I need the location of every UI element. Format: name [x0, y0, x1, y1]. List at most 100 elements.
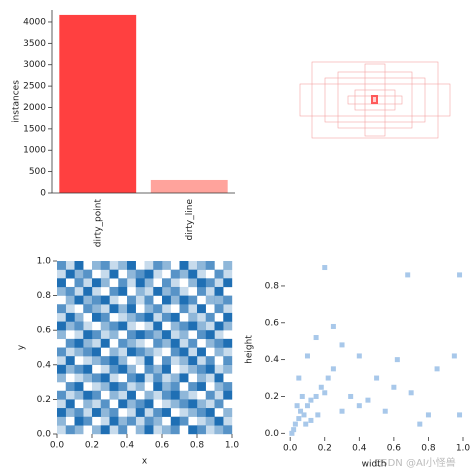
heat-cell	[223, 382, 233, 391]
heat-cell	[153, 408, 163, 417]
y-tick-label: 0	[40, 189, 46, 199]
heat-cell	[109, 356, 119, 365]
heat-cell	[118, 261, 128, 270]
heat-cell	[197, 286, 206, 296]
heat-cell	[144, 261, 154, 270]
heat-cell	[223, 364, 233, 374]
heat-cell	[197, 304, 206, 314]
heat-cell	[65, 304, 75, 314]
heat-cell	[205, 416, 215, 426]
heat-cell	[57, 416, 66, 426]
point	[405, 272, 411, 278]
heat-cell	[188, 356, 198, 365]
heat-cell	[223, 295, 233, 305]
heat-cell	[135, 416, 145, 426]
heat-cell	[127, 356, 136, 365]
heat-cell	[214, 390, 224, 400]
heat-cell	[188, 261, 198, 270]
x-tick-label: 0.8	[421, 444, 436, 454]
heat-cell	[127, 390, 136, 400]
heat-cell	[214, 382, 224, 391]
point	[425, 412, 431, 418]
heat-cell	[144, 390, 154, 400]
x-tick-label: 0.4	[352, 444, 367, 454]
heat-cell	[100, 312, 110, 322]
watermark: CSDN @AI小怪兽	[374, 456, 455, 469]
heat-cell	[188, 390, 198, 400]
heat-cell	[197, 347, 206, 357]
heat-cell	[135, 399, 145, 409]
heat-cell	[162, 373, 171, 383]
heat-cell	[110, 399, 119, 408]
heat-cell	[100, 356, 110, 365]
heat-cell	[118, 382, 128, 391]
heat-cell	[197, 391, 206, 400]
heat-cell	[197, 364, 206, 374]
heat-cell	[57, 296, 66, 305]
heat-cell	[197, 425, 206, 435]
heat-cell	[205, 286, 215, 296]
heat-cell	[205, 321, 215, 331]
x-tick-label: 0.0	[50, 441, 65, 451]
heat-cell	[205, 390, 215, 400]
heat-cell	[214, 373, 224, 383]
y-tick-label: 0.8	[37, 291, 52, 301]
heat-cell	[171, 261, 180, 270]
heat-cell	[118, 304, 128, 314]
heat-cell	[127, 373, 136, 383]
heat-cell	[57, 356, 66, 365]
heat-cell	[179, 399, 189, 409]
heat-cell	[162, 417, 171, 426]
heat-cell	[223, 356, 233, 365]
heat-cell	[153, 373, 163, 383]
point	[303, 421, 309, 427]
heat-cell	[118, 278, 128, 288]
heat-cell	[83, 425, 92, 434]
heat-cell	[127, 330, 136, 340]
heat-cell	[215, 356, 224, 365]
heat-cell	[144, 373, 154, 383]
heat-cell	[162, 295, 171, 305]
heat-cell	[118, 399, 128, 409]
point	[292, 421, 298, 427]
heat-cell	[57, 339, 66, 348]
heat-cell	[57, 408, 66, 417]
heat-cell	[65, 286, 75, 296]
heat-cell	[197, 278, 206, 288]
heat-cell	[92, 390, 101, 400]
heat-cell	[83, 286, 93, 296]
heat-cell	[180, 313, 189, 322]
heat-cell	[197, 261, 206, 270]
point	[434, 366, 440, 372]
heat-cell	[144, 425, 154, 435]
heat-cell	[74, 347, 84, 357]
heat-cell	[179, 269, 189, 279]
heat-cell	[205, 278, 215, 288]
heat-cell	[170, 416, 180, 426]
heat-cell	[65, 425, 75, 435]
heat-cell	[57, 390, 66, 400]
heat-cell	[162, 304, 171, 314]
heat-cell	[188, 321, 198, 331]
heat-cell	[65, 408, 75, 417]
point	[325, 375, 331, 381]
heat-cell	[205, 408, 215, 417]
heat-cell	[118, 270, 127, 279]
heat-cell	[83, 347, 93, 357]
heat-cell	[188, 269, 198, 279]
heat-cell	[223, 408, 233, 417]
heat-cell	[92, 270, 101, 279]
heat-cell	[92, 373, 101, 383]
heat-cell	[57, 425, 66, 435]
heat-cell	[101, 391, 110, 400]
heat-cell	[92, 365, 101, 374]
heat-cell	[135, 286, 145, 296]
heat-cell	[100, 295, 110, 305]
heat-cell	[100, 408, 110, 417]
heat-cell	[144, 347, 154, 357]
heat-cell	[153, 312, 163, 322]
heat-cell	[109, 304, 119, 314]
heat-cell	[197, 356, 206, 365]
heat-cell	[74, 373, 84, 383]
